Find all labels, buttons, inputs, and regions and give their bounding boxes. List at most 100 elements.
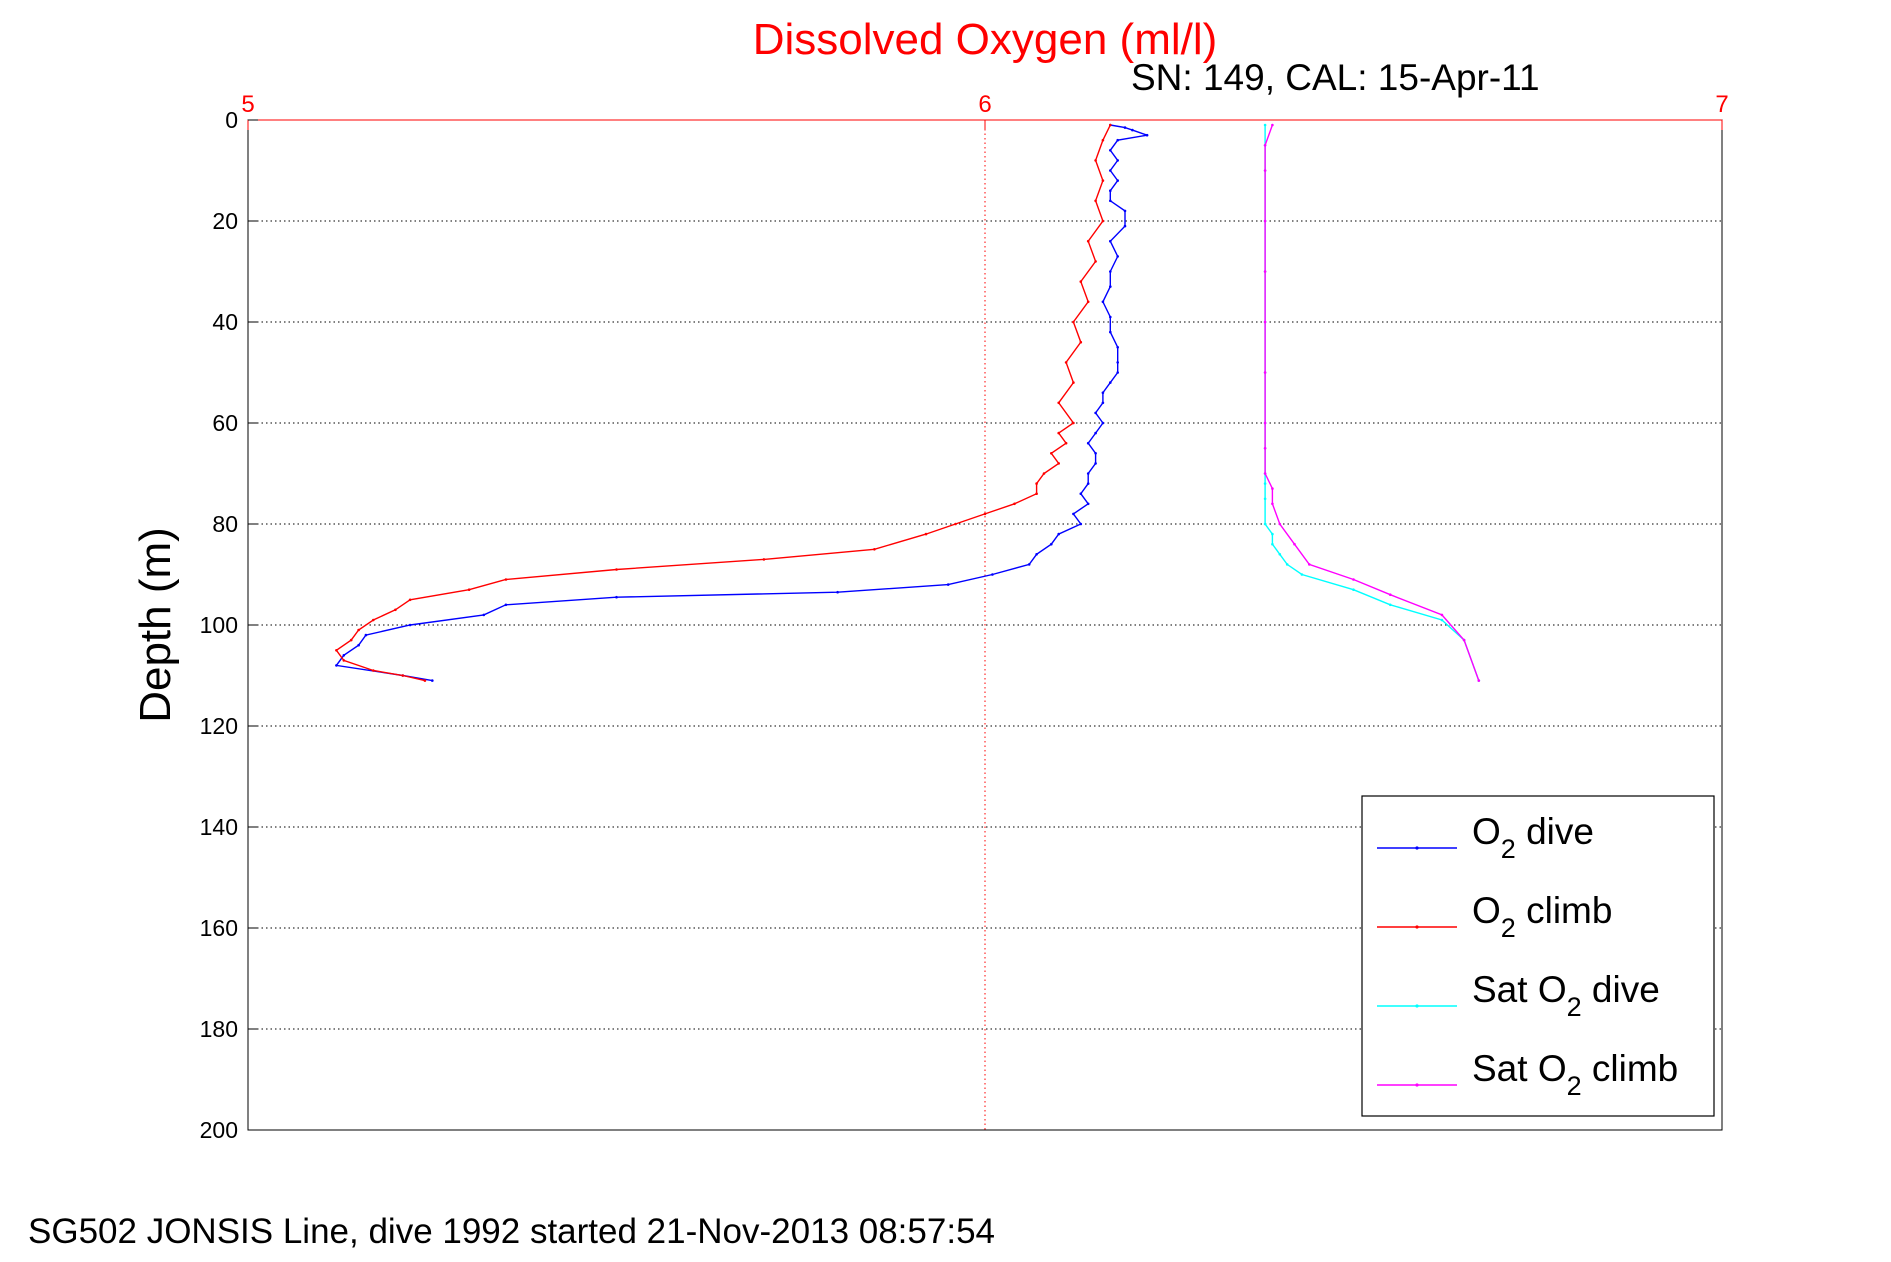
data-point-sat-o2-climb <box>1263 320 1267 324</box>
data-point-o2-climb <box>1072 381 1075 384</box>
data-point-o2-dive <box>1109 381 1112 384</box>
y-tick-label: 160 <box>200 915 238 941</box>
data-point-o2-dive <box>1145 133 1149 137</box>
data-point-o2-dive <box>1116 255 1119 258</box>
data-point-o2-dive <box>1086 472 1090 475</box>
data-point-o2-climb <box>372 669 375 672</box>
data-point-o2-dive <box>1057 532 1060 536</box>
data-point-o2-dive <box>1109 270 1112 273</box>
data-point-o2-dive <box>482 613 486 617</box>
data-point-o2-dive <box>1123 126 1127 129</box>
x-tick-label: 7 <box>1715 91 1728 118</box>
data-point-o2-dive <box>1123 209 1127 213</box>
x-tick-label: 5 <box>241 91 254 118</box>
data-point-o2-climb <box>1050 452 1053 455</box>
plot-area <box>335 123 1481 682</box>
data-point-sat-o2-dive <box>1263 482 1267 485</box>
data-point-o2-climb <box>1094 159 1097 162</box>
data-point-o2-climb <box>1064 441 1068 445</box>
data-point-o2-dive <box>1109 285 1112 288</box>
data-point-sat-o2-climb <box>1440 613 1444 617</box>
data-point-sat-o2-climb <box>1271 487 1274 490</box>
data-point-o2-climb <box>1086 239 1090 243</box>
data-point-o2-dive <box>1109 199 1112 203</box>
data-point-sat-o2-dive <box>1271 532 1274 536</box>
legend-label-sat-o2-dive: Sat O2 dive <box>1472 969 1660 1022</box>
data-point-o2-dive <box>1079 492 1083 496</box>
data-point-o2-dive <box>1116 371 1119 374</box>
data-point-sat-o2-climb <box>1263 447 1267 450</box>
data-point-o2-dive <box>1094 431 1097 435</box>
data-point-o2-dive <box>1109 189 1112 192</box>
data-point-o2-dive <box>1072 512 1075 516</box>
data-point-o2-dive <box>1116 179 1119 182</box>
data-point-o2-dive <box>1131 128 1134 132</box>
data-point-o2-dive <box>1109 149 1112 152</box>
legend-marker-o2-dive <box>1415 846 1419 850</box>
data-point-o2-climb <box>873 548 876 551</box>
data-point-sat-o2-climb <box>1263 144 1267 147</box>
data-point-o2-dive <box>1027 563 1031 566</box>
data-point-o2-dive <box>1035 553 1038 556</box>
data-point-o2-climb <box>394 608 397 612</box>
data-point-o2-climb <box>357 628 360 632</box>
data-point-o2-dive <box>1101 421 1105 425</box>
data-point-o2-climb <box>1079 280 1083 283</box>
data-point-o2-dive <box>946 583 950 586</box>
data-point-o2-dive <box>1101 401 1105 405</box>
data-point-sat-o2-dive <box>1389 603 1392 607</box>
data-point-o2-climb <box>762 558 766 561</box>
series-line-o2-climb <box>335 124 1111 682</box>
data-point-o2-climb <box>1086 300 1090 304</box>
footer-caption: SG502 JONSIS Line, dive 1992 started 21-… <box>28 1212 995 1251</box>
data-point-sat-o2-dive <box>1352 588 1355 591</box>
data-point-o2-climb <box>924 532 928 536</box>
data-point-o2-climb <box>1057 462 1060 465</box>
y-axis: 0 20 40 60 80 100 120 140 160 180 200 <box>200 107 258 1143</box>
data-point-o2-dive <box>1050 542 1053 546</box>
data-point-sat-o2-climb <box>1263 169 1267 172</box>
series-line-sat-o2-climb <box>1264 124 1480 681</box>
legend-label-sat-o2-climb: Sat O2 climb <box>1472 1048 1678 1101</box>
data-point-sat-o2-climb <box>1263 270 1267 273</box>
data-point-o2-climb <box>1064 361 1068 364</box>
data-point-o2-climb <box>1072 320 1075 324</box>
y-tick-label: 140 <box>200 814 238 840</box>
data-point-o2-dive <box>1109 330 1112 334</box>
data-point-sat-o2-climb <box>1293 542 1296 546</box>
data-point-o2-climb <box>983 512 987 516</box>
legend-marker-sat-o2-climb <box>1415 1083 1419 1087</box>
data-point-sat-o2-dive <box>1263 522 1267 526</box>
data-point-o2-dive <box>408 623 412 627</box>
data-point-o2-dive <box>1086 502 1090 506</box>
y-tick-label: 80 <box>212 511 238 537</box>
data-point-o2-climb <box>504 578 508 581</box>
y-axis-label: Depth (m) <box>131 527 180 723</box>
data-point-o2-dive <box>342 654 346 657</box>
data-point-o2-climb <box>408 598 412 602</box>
legend-box <box>1361 795 1715 1117</box>
data-point-sat-o2-climb <box>1271 502 1274 506</box>
data-point-o2-dive <box>1109 315 1112 319</box>
data-point-o2-climb <box>1101 179 1105 182</box>
y-tick-label: 40 <box>212 309 238 335</box>
data-point-sat-o2-dive <box>1271 542 1274 546</box>
data-point-o2-climb <box>1057 401 1060 405</box>
legend: O2 dive O2 climb Sat O2 dive Sat O2 climb <box>1361 795 1715 1117</box>
data-point-o2-dive <box>991 573 994 576</box>
y-tick-label: 180 <box>200 1016 238 1042</box>
data-point-o2-climb <box>1094 199 1097 203</box>
data-point-o2-dive <box>1094 411 1097 415</box>
y-tick-label: 120 <box>200 713 238 739</box>
data-point-sat-o2-climb <box>1462 638 1466 642</box>
data-point-o2-climb <box>954 522 957 526</box>
data-point-o2-climb <box>1101 219 1105 223</box>
data-point-o2-dive <box>1086 441 1090 445</box>
data-point-o2-dive <box>1109 169 1112 172</box>
data-point-o2-dive <box>504 603 508 607</box>
data-point-o2-climb <box>1035 492 1038 496</box>
data-point-sat-o2-climb <box>1389 593 1392 596</box>
data-point-o2-dive <box>1123 224 1127 228</box>
data-point-o2-dive <box>1079 522 1083 526</box>
data-point-o2-climb <box>335 649 338 652</box>
